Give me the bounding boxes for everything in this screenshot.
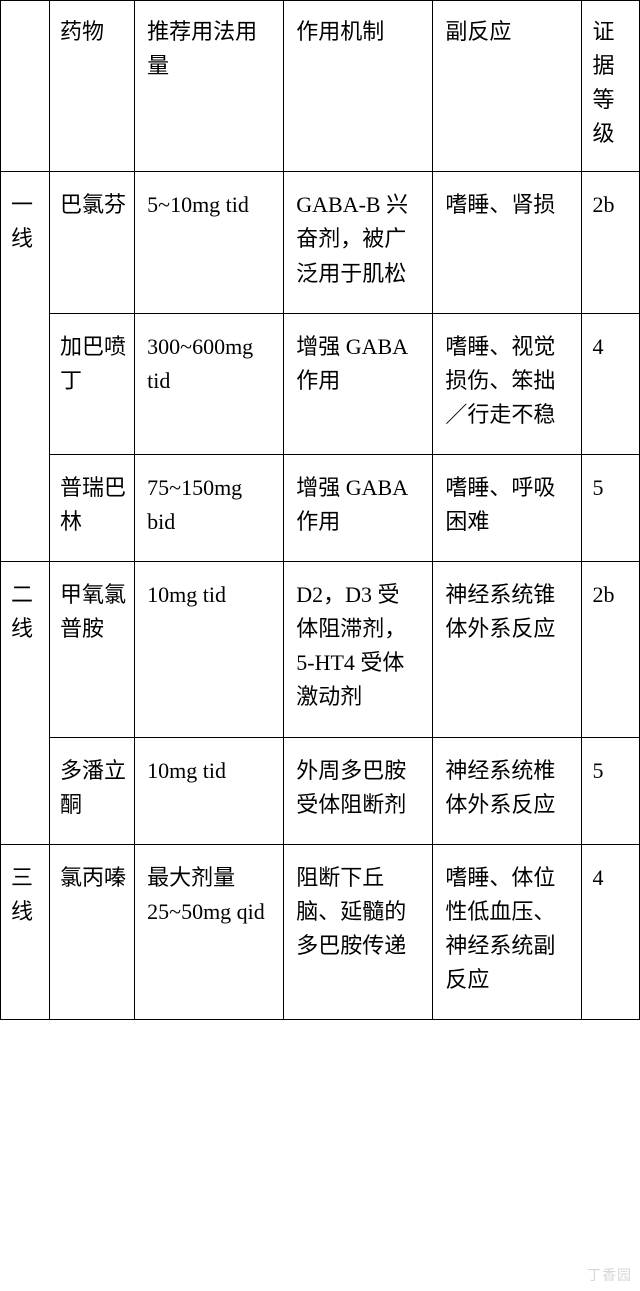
cell-side-effects: 嗜睡、呼吸困难	[433, 454, 582, 561]
cell-side-effects: 嗜睡、视觉损伤、笨拙／行走不稳	[433, 313, 582, 454]
cell-evidence: 5	[582, 737, 640, 844]
table-header-row: 药物 推荐用法用量 作用机制 副反应 证据等级	[1, 1, 640, 172]
cell-dosage: 10mg tid	[135, 562, 284, 737]
table-header: 药物 推荐用法用量 作用机制 副反应 证据等级	[1, 1, 640, 172]
cell-drug: 多潘立酮	[49, 737, 134, 844]
cell-evidence: 2b	[582, 172, 640, 313]
table-row: 普瑞巴林75~150mg bid增强 GABA 作用嗜睡、呼吸困难5	[1, 454, 640, 561]
cell-side-effects: 神经系统椎体外系反应	[433, 737, 582, 844]
cell-drug: 甲氧氯普胺	[49, 562, 134, 737]
cell-evidence: 2b	[582, 562, 640, 737]
col-header-evidence: 证据等级	[582, 1, 640, 172]
cell-mechanism: 增强 GABA 作用	[284, 454, 433, 561]
cell-mechanism: D2，D3 受体阻滞剂，5-HT4 受体激动剂	[284, 562, 433, 737]
line-group-label: 二线	[1, 562, 50, 845]
table-row: 多潘立酮10mg tid外周多巴胺受体阻断剂神经系统椎体外系反应5	[1, 737, 640, 844]
table-row: 一线巴氯芬5~10mg tidGABA-B 兴奋剂，被广泛用于肌松嗜睡、肾损2b	[1, 172, 640, 313]
line-group-label: 一线	[1, 172, 50, 562]
cell-side-effects: 嗜睡、肾损	[433, 172, 582, 313]
table-row: 加巴喷丁300~600mg tid增强 GABA 作用嗜睡、视觉损伤、笨拙／行走…	[1, 313, 640, 454]
cell-dosage: 300~600mg tid	[135, 313, 284, 454]
cell-dosage: 10mg tid	[135, 737, 284, 844]
cell-side-effects: 嗜睡、体位性低血压、神经系统副反应	[433, 844, 582, 1019]
line-group-label: 三线	[1, 844, 50, 1019]
cell-dosage: 最大剂量 25~50mg qid	[135, 844, 284, 1019]
watermark: 丁香园	[587, 1265, 632, 1285]
cell-mechanism: 阻断下丘脑、延髓的多巴胺传递	[284, 844, 433, 1019]
cell-mechanism: 增强 GABA 作用	[284, 313, 433, 454]
table-row: 二线甲氧氯普胺10mg tidD2，D3 受体阻滞剂，5-HT4 受体激动剂神经…	[1, 562, 640, 737]
cell-evidence: 5	[582, 454, 640, 561]
col-header-mechanism: 作用机制	[284, 1, 433, 172]
cell-drug: 加巴喷丁	[49, 313, 134, 454]
cell-mechanism: 外周多巴胺受体阻断剂	[284, 737, 433, 844]
table-body: 一线巴氯芬5~10mg tidGABA-B 兴奋剂，被广泛用于肌松嗜睡、肾损2b…	[1, 172, 640, 1020]
table-row: 三线氯丙嗪最大剂量 25~50mg qid阻断下丘脑、延髓的多巴胺传递嗜睡、体位…	[1, 844, 640, 1019]
cell-drug: 巴氯芬	[49, 172, 134, 313]
cell-side-effects: 神经系统锥体外系反应	[433, 562, 582, 737]
cell-drug: 氯丙嗪	[49, 844, 134, 1019]
drug-treatment-table: 药物 推荐用法用量 作用机制 副反应 证据等级 一线巴氯芬5~10mg tidG…	[0, 0, 640, 1020]
cell-dosage: 5~10mg tid	[135, 172, 284, 313]
cell-evidence: 4	[582, 844, 640, 1019]
cell-dosage: 75~150mg bid	[135, 454, 284, 561]
col-header-line	[1, 1, 50, 172]
col-header-dosage: 推荐用法用量	[135, 1, 284, 172]
col-header-drug: 药物	[49, 1, 134, 172]
cell-drug: 普瑞巴林	[49, 454, 134, 561]
col-header-side-effects: 副反应	[433, 1, 582, 172]
cell-evidence: 4	[582, 313, 640, 454]
cell-mechanism: GABA-B 兴奋剂，被广泛用于肌松	[284, 172, 433, 313]
